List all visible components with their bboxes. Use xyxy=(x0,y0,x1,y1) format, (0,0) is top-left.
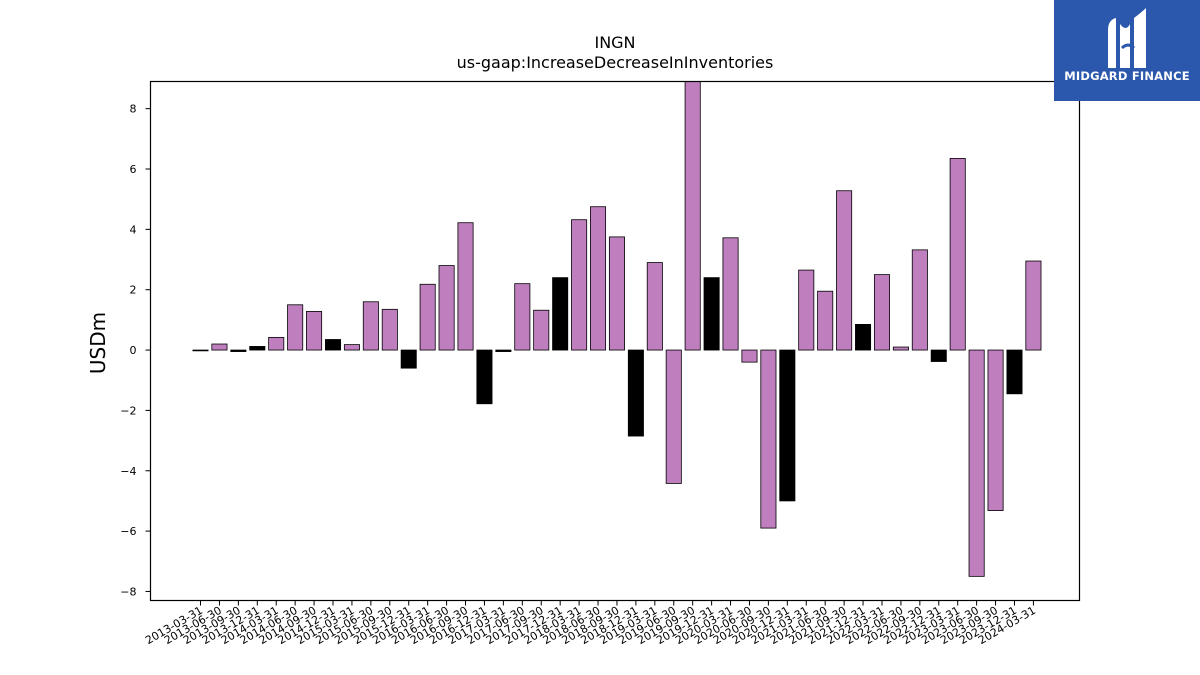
bar-2020-12-31 xyxy=(779,349,796,502)
bar-2022-03-31 xyxy=(873,274,890,351)
chart-title: INGN xyxy=(594,33,635,52)
bar-2017-12-31 xyxy=(552,277,569,351)
y-tick-label: −2 xyxy=(120,404,136,417)
plot-frame xyxy=(149,80,1081,602)
bar-2016-12-31 xyxy=(476,349,493,405)
bars-group xyxy=(192,81,1042,577)
y-axis-ticks: −8 −6 −4 −2 0 2 4 6 8 xyxy=(120,103,151,598)
bar-2015-03-31 xyxy=(343,344,360,351)
bar-2015-12-31 xyxy=(400,349,417,369)
bar-2020-03-31 xyxy=(722,237,739,351)
bar-2018-09-30 xyxy=(608,236,625,351)
bar-2014-09-30 xyxy=(306,311,323,351)
bar-2014-06-30 xyxy=(287,304,304,351)
bar-2015-09-30 xyxy=(381,308,398,351)
bar-2016-06-30 xyxy=(438,265,455,351)
bar-2021-09-30 xyxy=(836,190,853,351)
bar-2015-06-30 xyxy=(362,301,379,351)
bar-2018-06-30 xyxy=(590,206,607,351)
bar-2019-09-30 xyxy=(684,81,701,351)
y-tick-label: 8 xyxy=(130,103,137,116)
bar-2013-03-31 xyxy=(192,349,209,352)
bar-2022-12-31 xyxy=(930,349,947,362)
y-tick-label: −6 xyxy=(120,525,136,538)
bar-2013-09-30 xyxy=(230,349,247,352)
x-axis-ticks: 2013-03-312013-06-302013-09-302013-12-31… xyxy=(143,600,1038,647)
bar-2014-03-31 xyxy=(268,336,285,351)
bar-2016-09-30 xyxy=(457,222,474,351)
midgard-logo-icon xyxy=(1108,8,1146,68)
bar-2013-06-30 xyxy=(211,343,228,351)
bar-2020-06-30 xyxy=(741,349,758,363)
bar-2019-12-31 xyxy=(703,277,720,351)
y-axis-label: USDm xyxy=(86,312,110,374)
bar-2023-06-30 xyxy=(968,349,985,577)
brand-logo: MIDGARD FINANCE xyxy=(1054,0,1200,101)
y-tick-label: 6 xyxy=(130,163,137,176)
brand-name: MIDGARD FINANCE xyxy=(1064,69,1190,83)
bar-2019-06-30 xyxy=(665,349,682,484)
bar-2018-03-31 xyxy=(571,219,588,351)
bar-2021-03-31 xyxy=(798,269,815,351)
bar-2022-09-30 xyxy=(911,249,928,351)
bar-2021-06-30 xyxy=(817,290,834,351)
bar-2023-09-30 xyxy=(987,349,1004,511)
y-tick-label: −8 xyxy=(120,585,136,598)
bar-2017-06-30 xyxy=(514,283,531,351)
bar-2013-12-31 xyxy=(249,346,266,351)
bar-2023-12-31 xyxy=(1006,349,1023,395)
y-tick-label: 2 xyxy=(130,284,137,297)
bar-2019-03-31 xyxy=(646,262,663,351)
y-tick-label: 4 xyxy=(130,223,137,236)
y-tick-label: 0 xyxy=(130,344,137,357)
bar-2024-03-31 xyxy=(1025,260,1042,351)
bar-2016-03-31 xyxy=(419,283,436,351)
bar-2017-03-31 xyxy=(495,349,512,352)
bar-2017-09-30 xyxy=(533,309,550,351)
bar-2021-12-31 xyxy=(855,323,872,351)
bar-2014-12-31 xyxy=(325,339,342,351)
bar-2020-09-30 xyxy=(760,349,777,529)
bar-2018-12-31 xyxy=(627,349,644,437)
bar-2022-06-30 xyxy=(892,346,909,351)
bar-2023-03-31 xyxy=(949,158,966,351)
chart-subtitle: us-gaap:IncreaseDecreaseInInventories xyxy=(457,53,774,72)
y-tick-label: −4 xyxy=(120,465,136,478)
